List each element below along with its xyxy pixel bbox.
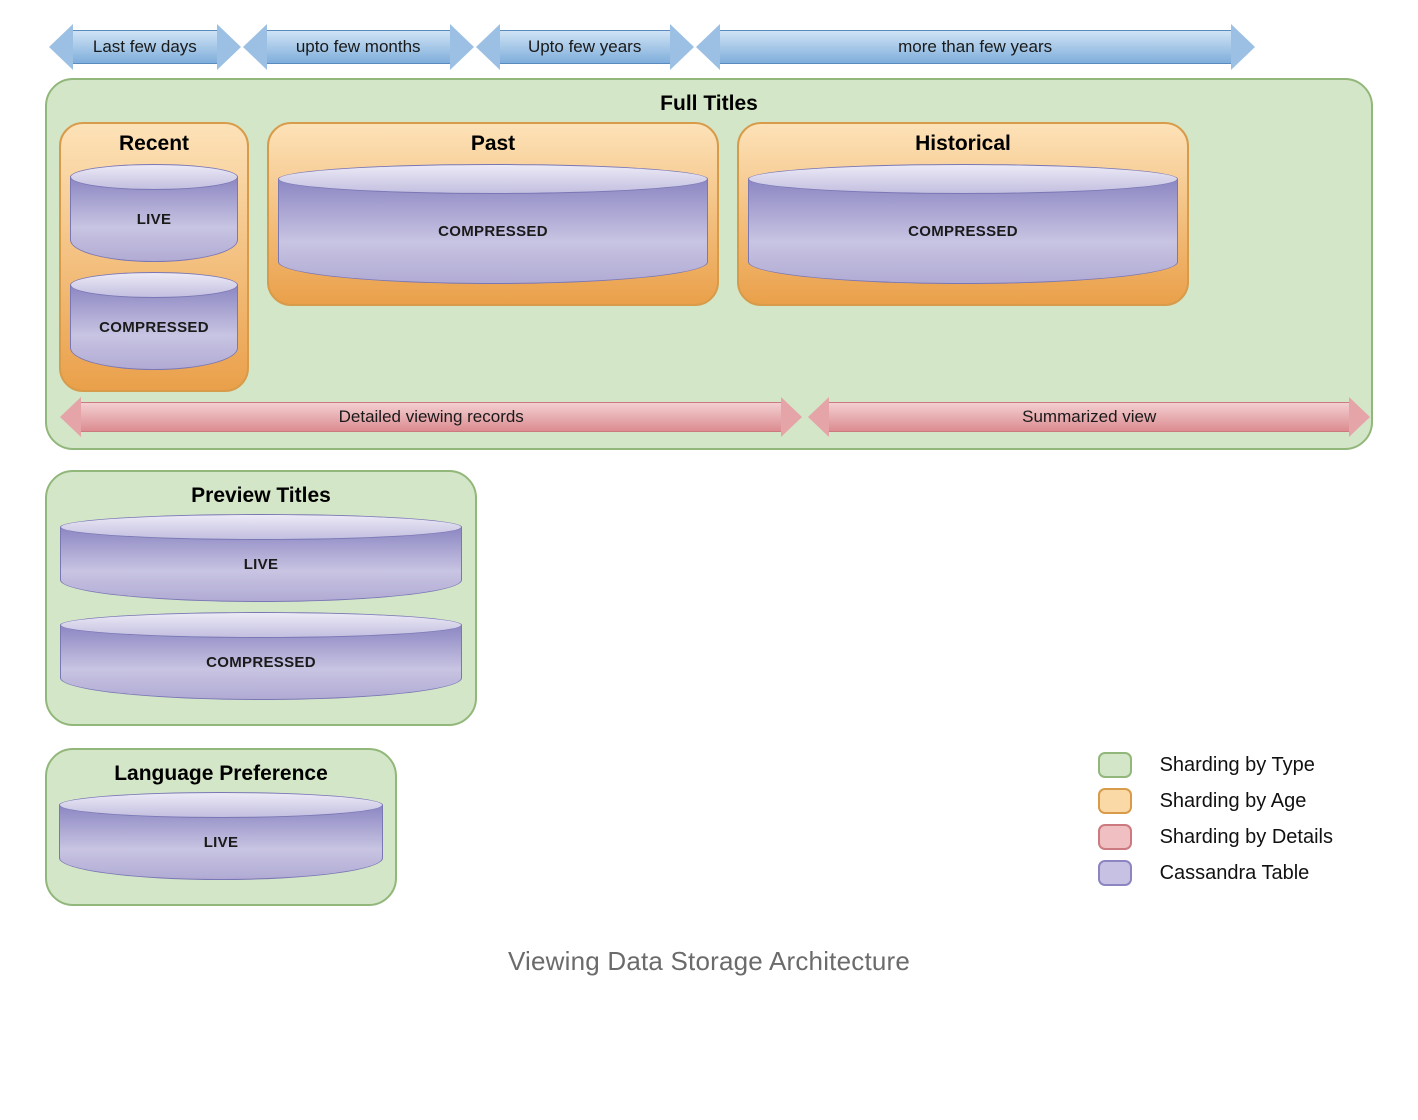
- age-shard-historical: Historical COMPRESSED: [737, 122, 1189, 306]
- age-shard-row: RecentLIVECOMPRESSEDPastCOMPRESSEDHistor…: [59, 122, 1359, 392]
- age-shard-heading: Past: [277, 132, 709, 156]
- detail-arrow-row: Detailed viewing records Summarized view: [63, 402, 1355, 432]
- full-titles-heading: Full Titles: [59, 92, 1359, 116]
- cassandra-table-cylinder: COMPRESSED: [748, 164, 1178, 284]
- language-preference-shard: Language Preference LIVE: [45, 748, 397, 906]
- timeline-arrow: upto few months: [247, 30, 470, 64]
- legend-swatch: [1098, 788, 1132, 814]
- arrow-label: Last few days: [93, 37, 197, 57]
- arrow-label: upto few months: [296, 37, 421, 57]
- timeline-row: Last few days upto few months Upto few yea…: [45, 30, 1373, 64]
- legend-item: Sharding by Type: [1098, 752, 1333, 778]
- legend-label: Cassandra Table: [1160, 862, 1310, 885]
- age-shard-heading: Recent: [69, 132, 239, 156]
- legend: Sharding by Type Sharding by Age Sharding …: [1098, 742, 1373, 906]
- age-shard-heading: Historical: [747, 132, 1179, 156]
- arrow-label: Detailed viewing records: [339, 407, 524, 427]
- legend-item: Sharding by Age: [1098, 788, 1333, 814]
- legend-label: Sharding by Details: [1160, 826, 1333, 849]
- legend-swatch: [1098, 860, 1132, 886]
- timeline-arrow: Last few days: [53, 30, 237, 64]
- legend-swatch: [1098, 824, 1132, 850]
- preview-titles-shard: Preview Titles LIVE COMPRESSED: [45, 470, 477, 726]
- full-titles-shard: Full Titles Recent LIVE COMPRESSED Past COMP…: [45, 78, 1373, 450]
- arrow-label: Summarized view: [1022, 407, 1156, 427]
- cassandra-table-cylinder: LIVE: [59, 792, 383, 880]
- timeline-arrow: Upto few years: [480, 30, 690, 64]
- diagram-caption: Viewing Data Storage Architecture: [45, 946, 1373, 977]
- cassandra-table-cylinder: COMPRESSED: [60, 612, 462, 700]
- cassandra-table-cylinder: COMPRESSED: [70, 272, 238, 370]
- detail-arrow: Summarized view: [811, 402, 1367, 432]
- timeline-arrow: more than few years: [700, 30, 1251, 64]
- legend-label: Sharding by Age: [1160, 790, 1307, 813]
- legend-item: Sharding by Details: [1098, 824, 1333, 850]
- legend-label: Sharding by Type: [1160, 754, 1315, 777]
- cassandra-table-cylinder: LIVE: [70, 164, 238, 262]
- language-preference-heading: Language Preference: [59, 762, 383, 786]
- legend-item: Cassandra Table: [1098, 860, 1333, 886]
- cassandra-table-cylinder: COMPRESSED: [278, 164, 708, 284]
- arrow-label: Upto few years: [528, 37, 641, 57]
- cylinder-label: COMPRESSED: [748, 179, 1178, 284]
- age-shard-past: Past COMPRESSED: [267, 122, 719, 306]
- detail-arrow: Detailed viewing records: [63, 402, 799, 432]
- arrow-label: more than few years: [898, 37, 1052, 57]
- preview-titles-heading: Preview Titles: [59, 484, 463, 508]
- cylinder-label: COMPRESSED: [278, 179, 708, 284]
- age-shard-recent: Recent LIVE COMPRESSED: [59, 122, 249, 392]
- cassandra-table-cylinder: LIVE: [60, 514, 462, 602]
- legend-swatch: [1098, 752, 1132, 778]
